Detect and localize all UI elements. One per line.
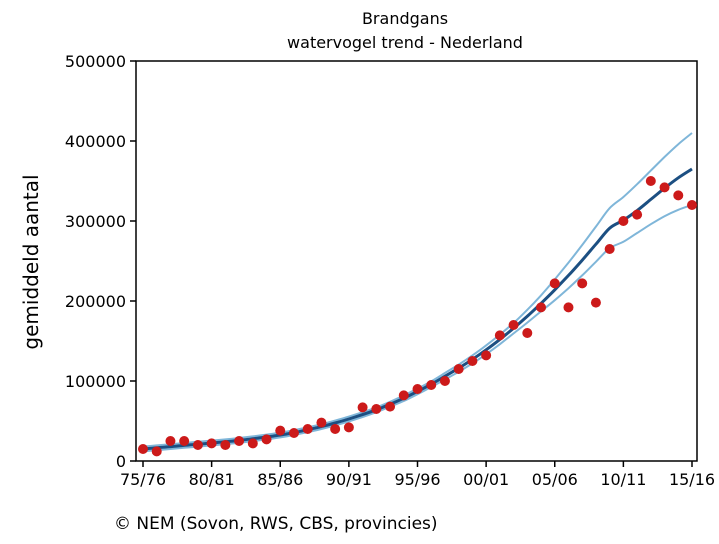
y-tick-label-2: 200000 — [65, 292, 126, 311]
x-tick-label-6: 05/06 — [532, 470, 578, 489]
data-point-23 — [453, 364, 464, 374]
data-point-15 — [343, 422, 354, 433]
data-point-11 — [288, 428, 299, 438]
y-tick-label-0: 0 — [116, 452, 126, 471]
data-point-36 — [632, 209, 643, 220]
x-tick-label-0: 75/76 — [120, 470, 166, 489]
data-point-33 — [590, 297, 601, 308]
x-tick-label-5: 00/01 — [463, 470, 509, 489]
data-point-34 — [604, 244, 615, 254]
data-point-0 — [138, 444, 148, 454]
chart: Brandgans watervogel trend - Nederland g… — [19, 9, 715, 489]
data-point-6 — [220, 440, 231, 450]
data-point-18 — [385, 401, 396, 412]
data-point-26 — [494, 330, 505, 341]
data-point-19 — [398, 390, 409, 401]
trend-line — [142, 167, 693, 451]
data-point-10 — [275, 425, 286, 436]
y-tick-label-1: 100000 — [65, 372, 126, 391]
data-point-30 — [549, 278, 560, 289]
data-point-25 — [481, 350, 492, 361]
upper-confidence-line — [142, 132, 693, 448]
data-point-5 — [206, 438, 217, 449]
data-point-12 — [302, 424, 313, 434]
data-point-1 — [151, 446, 162, 457]
copyright-notice: © NEM (Sovon, RWS, CBS, provincies) — [114, 514, 438, 534]
plot-frame — [135, 60, 698, 462]
data-point-22 — [439, 376, 450, 386]
data-point-39 — [673, 190, 684, 201]
data-point-31 — [563, 302, 574, 313]
x-tick-label-8: 15/16 — [669, 470, 715, 489]
y-tick-label-4: 400000 — [65, 132, 126, 151]
data-point-38 — [659, 182, 670, 193]
data-point-14 — [330, 424, 341, 434]
data-point-21 — [426, 380, 437, 390]
data-point-28 — [522, 328, 533, 338]
data-point-40 — [687, 200, 697, 210]
data-point-35 — [618, 216, 629, 226]
data-point-37 — [645, 176, 656, 186]
data-point-3 — [179, 436, 190, 446]
data-point-7 — [234, 436, 245, 446]
data-point-9 — [261, 434, 272, 445]
data-point-8 — [247, 438, 258, 449]
x-tick-label-1: 80/81 — [189, 470, 235, 489]
x-tick-label-3: 90/91 — [326, 470, 372, 489]
data-point-24 — [467, 356, 478, 366]
y-tick-label-3: 300000 — [65, 212, 126, 231]
data-point-17 — [371, 404, 382, 414]
data-point-16 — [357, 402, 368, 413]
chart-title: Brandgans — [362, 9, 448, 28]
x-tick-label-2: 85/86 — [257, 470, 303, 489]
x-tick-label-7: 10/11 — [600, 470, 646, 489]
data-point-32 — [577, 278, 588, 289]
data-point-4 — [192, 440, 203, 450]
plot-area: 0 100000 200000 300000 400000 500000 75/76 80/8… — [65, 52, 715, 489]
data-point-2 — [165, 436, 176, 446]
data-point-13 — [316, 417, 327, 428]
data-point-27 — [508, 320, 519, 330]
y-tick-label-5: 500000 — [65, 52, 126, 71]
data-point-29 — [536, 302, 547, 313]
y-axis-label: gemiddeld aantal — [19, 174, 43, 349]
data-point-20 — [412, 384, 423, 394]
chart-subtitle: watervogel trend - Nederland — [287, 33, 523, 52]
lower-confidence-line — [142, 204, 693, 453]
x-tick-label-4: 95/96 — [394, 470, 440, 489]
